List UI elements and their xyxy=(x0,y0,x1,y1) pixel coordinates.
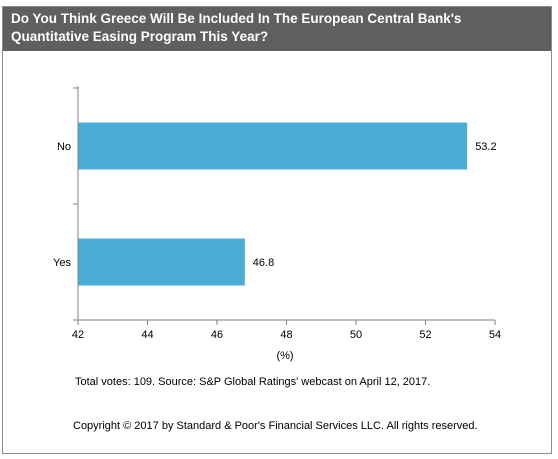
chart-frame: Do You Think Greece Will Be Included In … xyxy=(2,6,552,454)
bar-yes xyxy=(78,238,245,286)
x-tick-label: 48 xyxy=(280,329,292,341)
category-label-no: No xyxy=(57,141,71,153)
chart-title-line-1: Do You Think Greece Will Be Included In … xyxy=(11,11,462,26)
data-label-yes: 46.8 xyxy=(253,257,274,269)
category-label-yes: Yes xyxy=(53,257,71,269)
copyright-note: Copyright © 2017 by Standard & Poor's Fi… xyxy=(73,420,478,432)
votes-source-note: Total votes: 109. Source: S&P Global Rat… xyxy=(75,376,431,388)
data-label-no: 53.2 xyxy=(475,141,496,153)
x-tick-label: 52 xyxy=(419,329,431,341)
x-tick-label: 50 xyxy=(350,329,362,341)
x-tick-label: 44 xyxy=(141,329,153,341)
x-axis-label: (%) xyxy=(276,350,293,362)
x-tick-label: 54 xyxy=(489,329,501,341)
bar-no xyxy=(78,122,468,170)
x-tick-label: 42 xyxy=(72,329,84,341)
x-tick-label: 46 xyxy=(211,329,223,341)
chart-title: Do You Think Greece Will Be Included In … xyxy=(3,7,551,51)
chart-title-line-2: Quantitative Easing Program This Year? xyxy=(11,29,269,44)
